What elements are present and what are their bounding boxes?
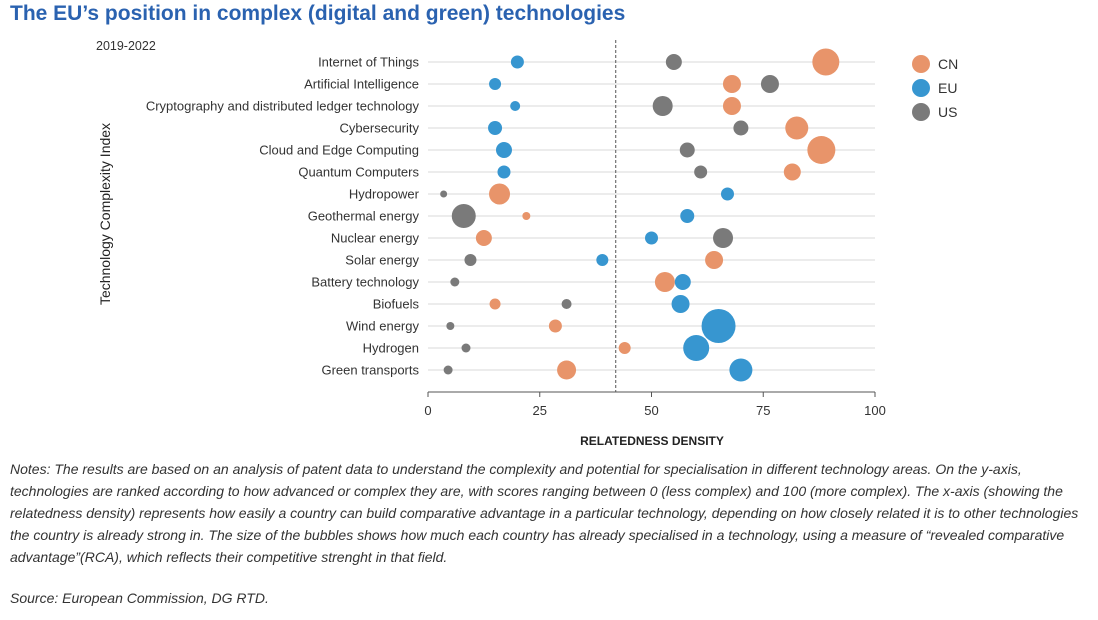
- bubble-cn: [705, 251, 724, 269]
- bubble-cn: [475, 230, 492, 246]
- category-label: Internet of Things: [318, 55, 419, 70]
- x-tick-label: 75: [756, 403, 770, 418]
- category-label: Geothermal energy: [308, 209, 420, 224]
- bubble-eu: [683, 335, 710, 361]
- chart-legend: CN EU US: [912, 52, 958, 124]
- bubble-cn: [722, 75, 741, 93]
- legend-item-cn: CN: [912, 52, 958, 76]
- legend-item-eu: EU: [912, 76, 958, 100]
- bubble-cn: [812, 48, 840, 76]
- chart-title: The EU’s position in complex (digital an…: [10, 2, 626, 25]
- bubble-us: [679, 142, 695, 158]
- bubble-eu: [701, 309, 736, 343]
- bubble-us: [450, 277, 460, 287]
- chart-notes: Notes: The results are based on an analy…: [10, 461, 1079, 565]
- x-axis-label: RELATEDNESS DENSITY: [580, 434, 724, 448]
- bubble-us: [652, 96, 673, 116]
- bubble-cn: [522, 212, 531, 220]
- legend-label-cn: CN: [938, 56, 959, 72]
- legend-swatch-us: [912, 103, 930, 121]
- legend-label-eu: EU: [938, 80, 958, 96]
- bubble-cn: [557, 360, 577, 380]
- x-tick-label: 0: [424, 403, 431, 418]
- x-tick-label: 25: [533, 403, 547, 418]
- category-label: Hydropower: [349, 187, 420, 202]
- bubble-us: [464, 254, 477, 266]
- bubble-eu: [489, 78, 502, 90]
- x-tick-label: 50: [644, 403, 658, 418]
- bubble-cn: [807, 136, 836, 164]
- bubble-chart: Internet of Things Artificial Intelligenc…: [97, 40, 886, 448]
- category-label: Biofuels: [373, 297, 420, 312]
- bubble-eu: [510, 55, 524, 69]
- legend-swatch-eu: [912, 79, 930, 97]
- bubble-eu: [671, 295, 690, 313]
- category-label: Green transports: [321, 363, 419, 378]
- bubble-cn: [548, 319, 562, 333]
- bubble-eu: [497, 165, 511, 179]
- bubble-eu: [495, 142, 512, 158]
- category-label: Artificial Intelligence: [304, 77, 419, 92]
- category-label: Quantum Computers: [298, 165, 419, 180]
- bubble-cn: [654, 272, 675, 292]
- bubble-eu: [720, 187, 734, 201]
- legend-item-us: US: [912, 100, 958, 124]
- bubble-us: [451, 204, 476, 228]
- category-label: Hydrogen: [363, 341, 419, 356]
- bubble-eu: [729, 358, 753, 382]
- legend-swatch-cn: [912, 55, 930, 73]
- category-label: Cloud and Edge Computing: [259, 143, 419, 158]
- legend-label-us: US: [938, 104, 958, 120]
- bubble-cn: [783, 163, 801, 181]
- bubble-cn: [489, 298, 501, 310]
- bubble-cn: [785, 116, 809, 140]
- bubble-us: [713, 228, 734, 248]
- bubble-us: [461, 343, 471, 353]
- bubble-eu: [680, 209, 695, 223]
- y-axis-label: Technology Complexity Index: [97, 123, 113, 305]
- chart-source: Source: European Commission, DG RTD.: [10, 590, 269, 606]
- chart-subtitle: 2019-2022: [96, 39, 156, 53]
- category-label: Battery technology: [311, 275, 419, 290]
- bubble-eu: [645, 231, 658, 245]
- bubble-us: [440, 190, 448, 198]
- category-label: Solar energy: [345, 253, 419, 268]
- bubble-eu: [488, 121, 503, 135]
- bubble-cn: [618, 342, 631, 354]
- category-label: Wind energy: [346, 319, 419, 334]
- bubble-cn: [722, 97, 741, 115]
- bubble-us: [443, 365, 453, 375]
- bubble-us: [446, 322, 455, 330]
- category-label: Cryptography and distributed ledger tech…: [146, 99, 420, 114]
- bubble-cn: [489, 183, 511, 205]
- bubble-eu: [510, 101, 521, 111]
- bubble-eu: [596, 254, 609, 266]
- bubble-us: [760, 75, 779, 93]
- category-label: Cybersecurity: [340, 121, 420, 136]
- category-label: Nuclear energy: [331, 231, 420, 246]
- bubble-us: [561, 299, 572, 309]
- bubble-us: [733, 120, 749, 136]
- bubble-eu: [674, 274, 691, 290]
- bubble-us: [665, 54, 682, 70]
- x-tick-label: 100: [864, 403, 886, 418]
- bubble-us: [694, 165, 708, 179]
